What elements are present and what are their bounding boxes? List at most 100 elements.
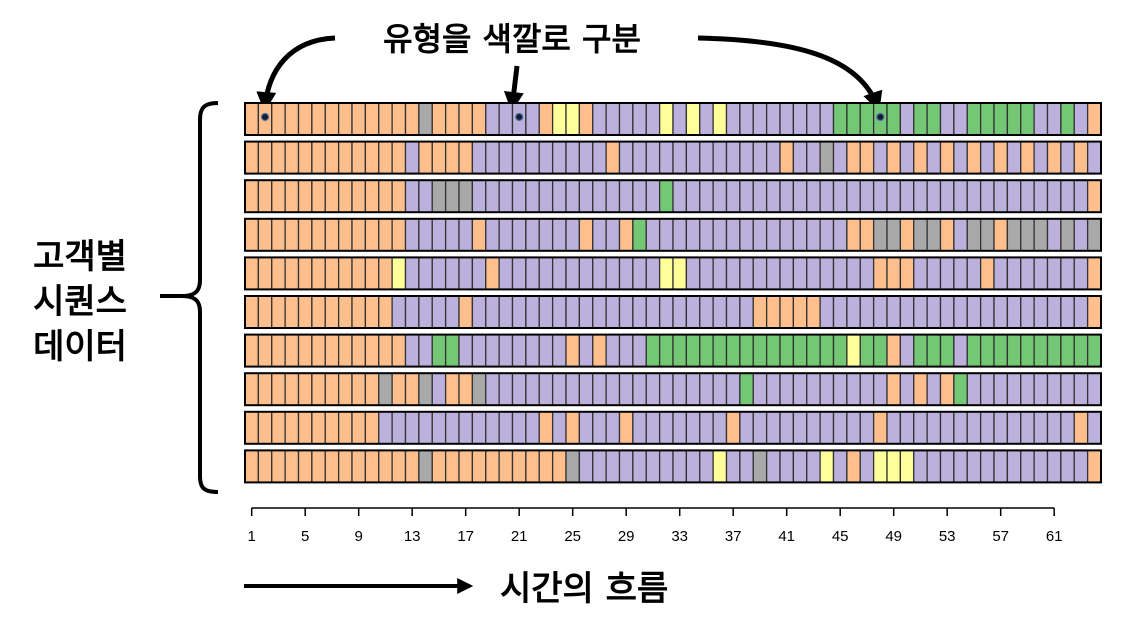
sequence-cell (364, 256, 380, 291)
x-tick-label: 37 (725, 528, 742, 545)
sequence-cell (431, 256, 447, 291)
sequence-cell (739, 179, 754, 213)
sequence-cell (806, 179, 821, 213)
sequence-cell (471, 140, 487, 175)
sequence-cell (725, 218, 741, 252)
sequence-cell (565, 179, 581, 213)
sequence-cell (244, 140, 260, 175)
sequence-cell (913, 256, 928, 291)
sequence-cell (471, 179, 487, 213)
sequence-cell (1086, 449, 1102, 484)
sequence-cell (458, 102, 474, 136)
sequence-cell (966, 372, 982, 406)
arrow-middle (503, 65, 524, 112)
x-tick-label: 61 (1046, 528, 1063, 545)
sequence-cell (364, 102, 380, 136)
sequence-cell (1020, 218, 1035, 252)
sequence-cell (765, 179, 781, 213)
sequence-cell (993, 372, 1009, 406)
sequence-cell (364, 179, 380, 213)
sequence-cell (752, 256, 768, 291)
sequence-cell (658, 333, 674, 368)
sequence-cell (444, 449, 460, 484)
sequence-cell (846, 295, 861, 329)
sequence-cell (832, 295, 848, 329)
sequence-cell (538, 333, 554, 368)
sequence-cell (391, 179, 407, 213)
sequence-cell (1033, 333, 1049, 368)
sequence-cell (1046, 333, 1062, 368)
sequence-cell (739, 372, 754, 406)
sequence-cell (271, 295, 286, 329)
sequence-cell (832, 140, 848, 175)
sequence-cell (324, 102, 340, 136)
sequence-cell (658, 449, 674, 484)
sequence-cell (458, 372, 474, 406)
sequence-cell (966, 333, 982, 368)
sequence-cell (832, 256, 848, 291)
sequence-cell (565, 333, 581, 368)
sequence-cell (511, 411, 527, 445)
sequence-cell (739, 411, 754, 445)
sequence-label-line-3: 데이터 (33, 327, 127, 367)
sequence-cell (1020, 333, 1035, 368)
sequence-cell (846, 411, 861, 445)
sequence-cell (485, 411, 500, 445)
sequence-cell (859, 372, 875, 406)
sequence-cell (324, 256, 340, 291)
sequence-cell (271, 333, 286, 368)
sequence-cell (444, 295, 460, 329)
sequence-cell (618, 140, 634, 175)
sequence-cell (1086, 333, 1102, 368)
sequence-cell (297, 449, 313, 484)
sequence-cell (592, 218, 607, 252)
sequence-cell (966, 102, 982, 136)
sequence-cell (872, 179, 888, 213)
sequence-cell (498, 218, 514, 252)
x-tick-label: 1 (248, 528, 256, 545)
sequence-cell (471, 218, 487, 252)
sequence-cell (832, 179, 848, 213)
sequence-cell (819, 411, 835, 445)
sequence-cell (939, 411, 955, 445)
sequence-cell (592, 295, 607, 329)
sequence-cell (779, 218, 795, 252)
sequence-cell (551, 411, 567, 445)
sequence-cell (471, 295, 487, 329)
sequence-cell (337, 372, 353, 406)
sequence-cell (779, 333, 795, 368)
sequence-cell (1046, 256, 1062, 291)
sequence-cell (979, 295, 995, 329)
sequence-cell (966, 295, 982, 329)
sequence-cell (565, 140, 581, 175)
sequence-cell (525, 372, 540, 406)
x-tick-label: 33 (671, 528, 688, 545)
sequence-cell (244, 256, 260, 291)
sequence-cell (551, 295, 567, 329)
sequence-row (244, 449, 1102, 484)
sequence-cell (351, 295, 367, 329)
sequence-cell (832, 411, 848, 445)
sequence-cell (1073, 411, 1089, 445)
sequence-cell (578, 179, 594, 213)
sequence-cell (725, 179, 741, 213)
sequence-cell (418, 102, 433, 136)
sequence-cell (685, 333, 701, 368)
sequence-cell (859, 256, 875, 291)
sequence-cell (899, 411, 915, 445)
sequence-cell (418, 140, 433, 175)
sequence-cell (271, 179, 286, 213)
sequence-cell (511, 218, 527, 252)
sequence-cell (418, 333, 433, 368)
sequence-cell (364, 333, 380, 368)
sequence-cell (324, 333, 340, 368)
sequence-cell (404, 295, 420, 329)
sequence-label-line-1: 고객별 (33, 237, 127, 277)
sequence-cell (297, 140, 313, 175)
sequence-cell (819, 333, 835, 368)
sequence-cell (926, 411, 942, 445)
sequence-cell (792, 449, 808, 484)
sequence-cell (939, 256, 955, 291)
sequence-cell (966, 411, 982, 445)
sequence-cell (899, 256, 915, 291)
